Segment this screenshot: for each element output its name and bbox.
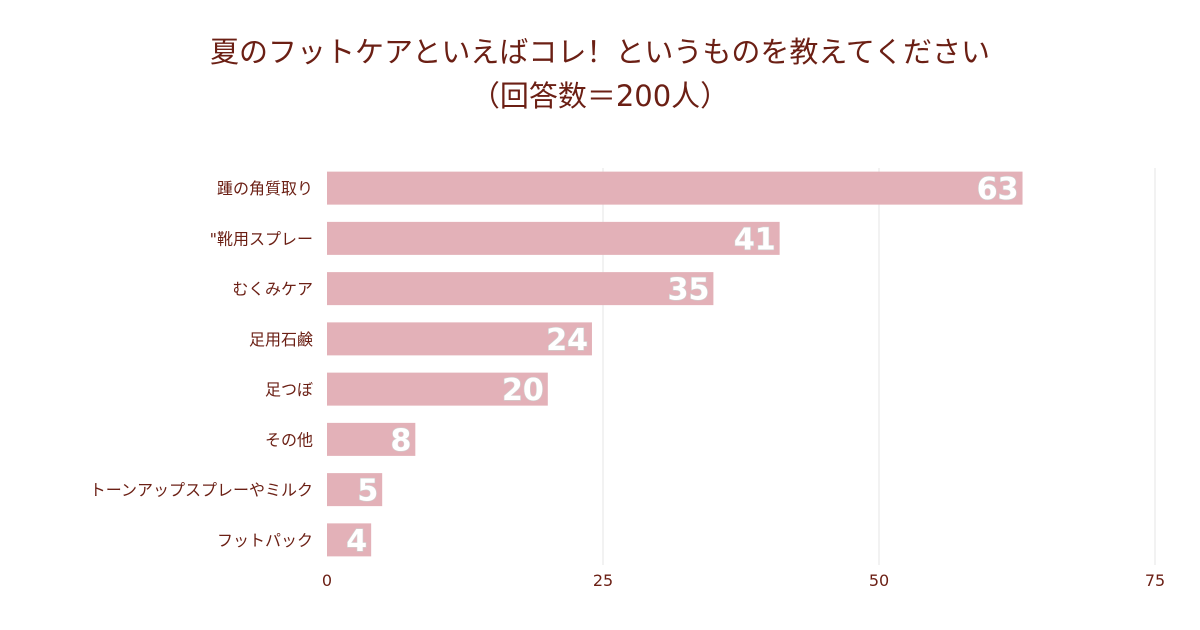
bar-2 (327, 272, 714, 306)
value-label-6: 5 (357, 474, 378, 509)
value-label-4: 20 (502, 373, 544, 408)
category-label-6: トーンアップスプレーやミルク (90, 481, 313, 500)
category-label-5: その他 (265, 430, 313, 449)
bar-3 (327, 322, 592, 356)
value-label-1: 41 (734, 222, 776, 257)
bar-6 (327, 473, 383, 507)
x-tick-label-1: 25 (593, 571, 613, 590)
category-label-7: フットパック (217, 531, 313, 550)
x-tick-label-0: 0 (322, 571, 332, 590)
value-label-7: 4 (346, 524, 367, 559)
bar-5 (327, 422, 416, 456)
category-label-3: 足用石鹸 (249, 330, 313, 349)
value-label-2: 35 (668, 273, 710, 308)
bar-1 (327, 221, 780, 255)
bar-4 (327, 372, 548, 406)
x-tick-label-3: 75 (1145, 571, 1165, 590)
category-label-1: "靴用スプレー (210, 229, 313, 248)
category-label-0: 踵の角質取り (217, 179, 313, 198)
value-label-0: 63 (977, 172, 1019, 207)
bar-0 (327, 171, 1023, 205)
value-label-5: 8 (390, 423, 411, 458)
bar-7 (327, 523, 372, 557)
x-tick-label-2: 50 (869, 571, 889, 590)
category-label-2: むくみケア (232, 280, 313, 299)
chart-subtitle: （回答数＝200人） (470, 79, 730, 113)
category-label-4: 足つぼ (265, 380, 313, 399)
chart-title: 夏のフットケアといえばコレ！というものを教えてください (209, 35, 991, 69)
value-label-3: 24 (546, 323, 588, 358)
